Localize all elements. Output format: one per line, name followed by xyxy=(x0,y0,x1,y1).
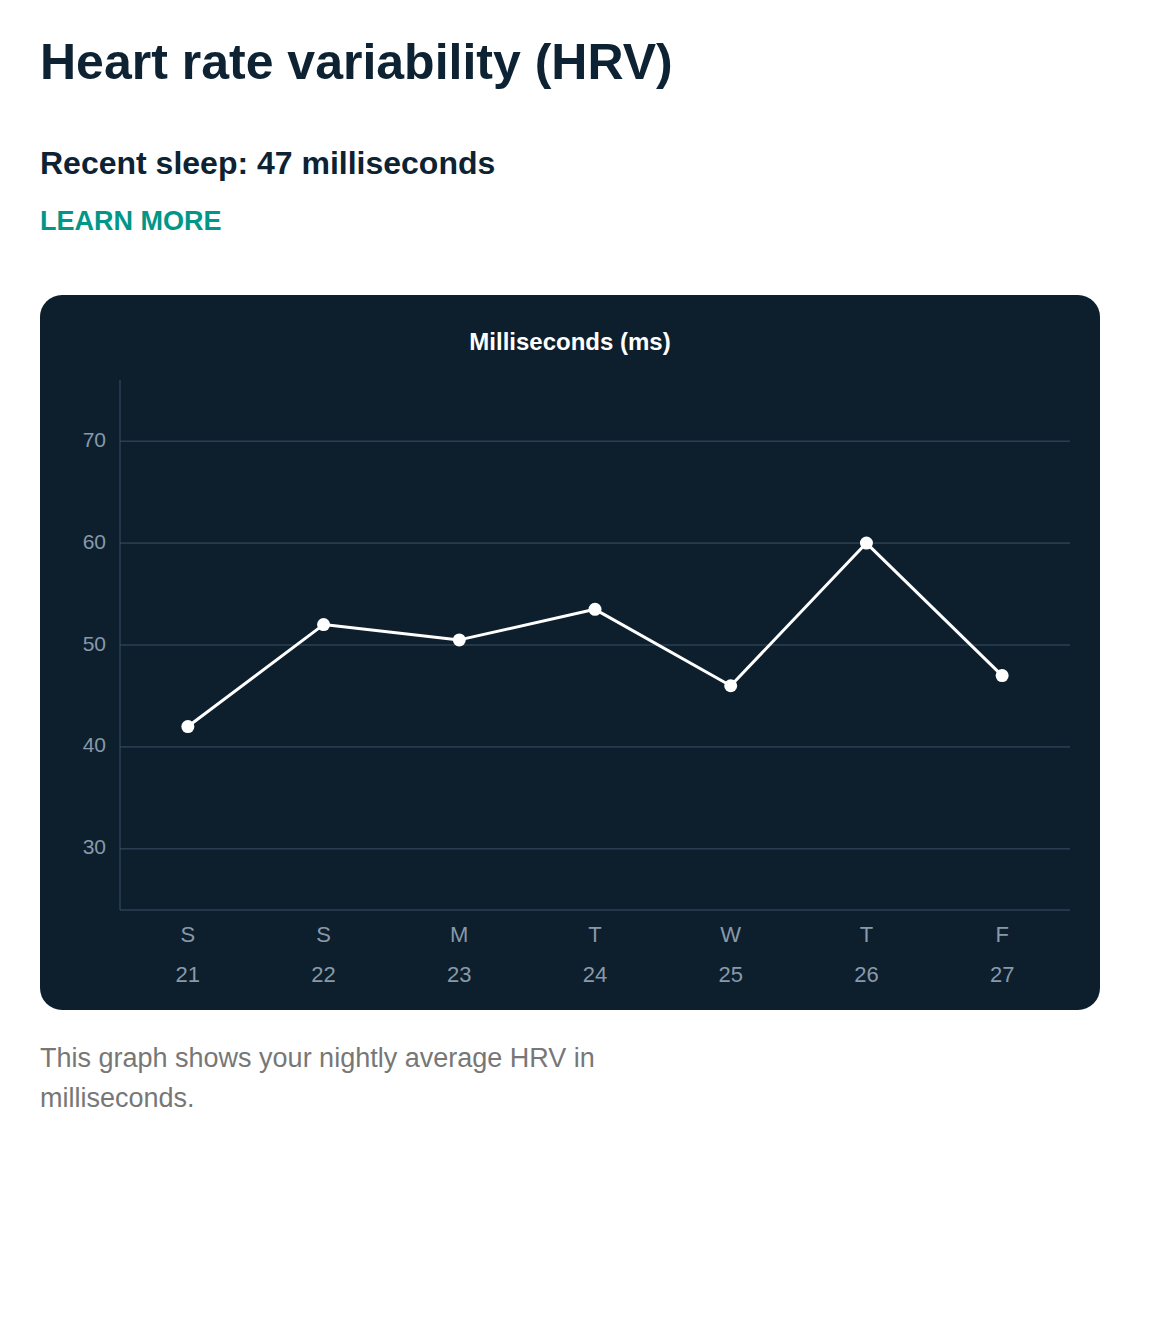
x-tick-label: M 23 xyxy=(447,922,471,987)
x-tick-label-line: T xyxy=(860,922,873,947)
learn-more: LEARN MORE xyxy=(40,206,222,236)
y-tick-label: 40 xyxy=(83,733,106,756)
data-point xyxy=(317,618,330,631)
x-tick-label-line: 23 xyxy=(447,962,471,987)
data-group xyxy=(181,537,1008,733)
chart-panel xyxy=(40,295,1100,1010)
chart-title: Milliseconds (ms) xyxy=(469,328,670,355)
footer-text: This graph shows your nightly average HR… xyxy=(40,1043,595,1073)
data-point xyxy=(589,603,602,616)
y-tick-label: 70 xyxy=(83,428,106,451)
subtitle: Recent sleep: 47 milliseconds xyxy=(40,145,495,181)
y-tick-label: 30 xyxy=(83,835,106,858)
chart-svg: Heart rate variability (HRV) Recent sleep… xyxy=(0,0,1156,1327)
grid-line xyxy=(120,848,1070,849)
x-tick-label-line: S xyxy=(181,922,196,947)
chart-container: Heart rate variability (HRV) Recent sleep… xyxy=(0,0,1156,1327)
x-tick-label: W 25 xyxy=(718,922,742,987)
footer-text: milliseconds. xyxy=(40,1083,195,1113)
x-tick-label-line: W xyxy=(720,922,741,947)
x-axis-line xyxy=(120,910,1070,911)
grid-line xyxy=(120,543,1070,544)
data-line xyxy=(188,543,1002,726)
y-axis-line xyxy=(120,380,121,910)
x-tick-label-line: M xyxy=(450,922,468,947)
x-tick-label-line: F xyxy=(995,922,1008,947)
data-point xyxy=(181,720,194,733)
x-tick-label: S 22 xyxy=(311,922,335,987)
data-point xyxy=(996,669,1009,682)
x-tick-label-line: 27 xyxy=(990,962,1014,987)
grid-line xyxy=(120,441,1070,442)
grid-line xyxy=(120,746,1070,747)
page-title: Heart rate variability (HRV) xyxy=(40,34,673,90)
data-point xyxy=(860,537,873,550)
y-tick-label: 60 xyxy=(83,530,106,553)
x-tick-label-line: 24 xyxy=(583,962,607,987)
data-point xyxy=(453,633,466,646)
x-tick-label-line: 25 xyxy=(718,962,742,987)
data-point xyxy=(724,679,737,692)
x-tick-label: F 27 xyxy=(990,922,1014,987)
x-tick-label-line: 26 xyxy=(854,962,878,987)
y-tick-label: 50 xyxy=(83,632,106,655)
x-tick-label-line: T xyxy=(588,922,601,947)
x-tick-label: T 24 xyxy=(583,922,607,987)
x-tick-label-line: 21 xyxy=(176,962,200,987)
x-tick-label: T 26 xyxy=(854,922,878,987)
x-tick-label-line: S xyxy=(316,922,331,947)
grid-line xyxy=(120,645,1070,646)
x-tick-label: S 21 xyxy=(176,922,200,987)
x-tick-label-line: 22 xyxy=(311,962,335,987)
